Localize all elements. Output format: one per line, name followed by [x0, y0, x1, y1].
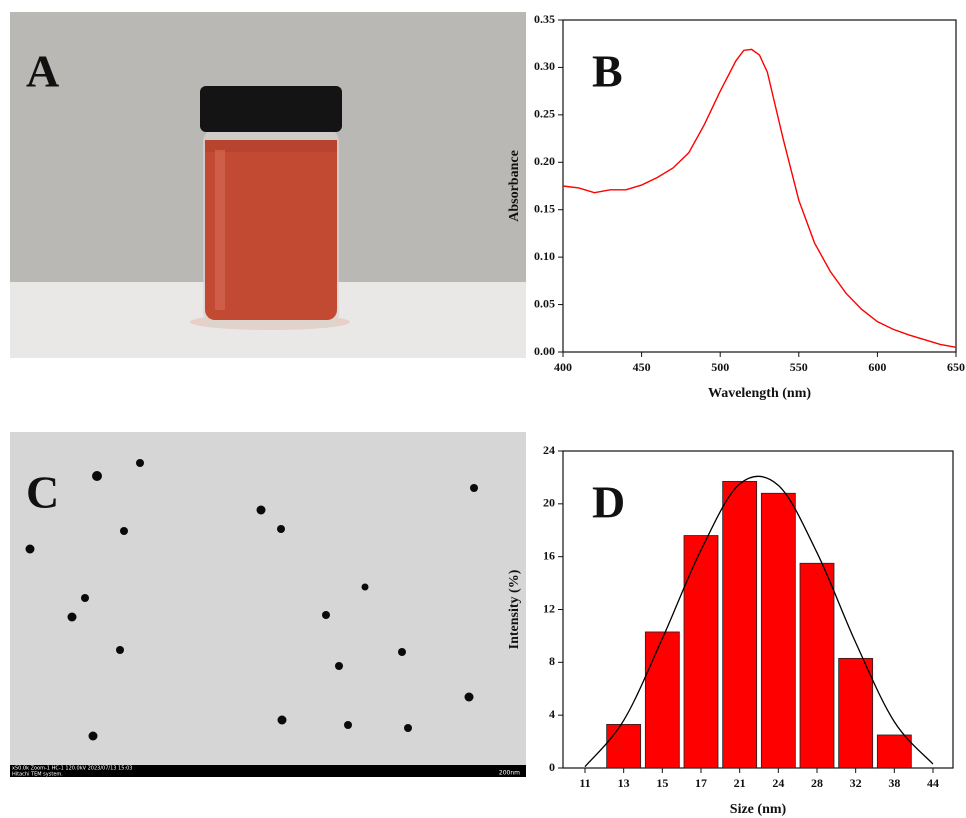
photo-a: A: [10, 12, 526, 358]
x-tick-label: 28: [811, 776, 823, 790]
bar: [606, 724, 642, 769]
scale-label: 200nm: [499, 770, 520, 777]
y-tick-label: 0.05: [534, 296, 555, 310]
x-tick-label: 500: [711, 360, 729, 374]
bar: [644, 631, 680, 769]
y-tick-label: 0.00: [534, 344, 555, 358]
x-tick-label: 400: [554, 360, 572, 374]
x-tick-label: 13: [618, 776, 630, 790]
bar: [683, 535, 719, 769]
bar: [799, 562, 835, 769]
x-tick-label: 600: [868, 360, 886, 374]
y-tick-label: 20: [543, 496, 555, 510]
tem-caption: x50.0k Zoom-1 HC-1 120.0kV 2023/07/13 15…: [12, 766, 132, 772]
x-tick-label: 450: [633, 360, 651, 374]
bar: [876, 734, 912, 769]
x-tick-label: 550: [790, 360, 808, 374]
panel-label: D: [592, 477, 625, 528]
x-tick-label: 44: [927, 776, 939, 790]
y-tick-label: 0.20: [534, 154, 555, 168]
x-axis-title: Wavelength (nm): [708, 386, 811, 401]
y-tick-label: 0.35: [534, 12, 555, 26]
x-axis-title: Size (nm): [730, 802, 787, 817]
x-tick-label: 38: [888, 776, 900, 790]
x-tick-label: 11: [579, 776, 590, 790]
panel-label: C: [26, 467, 59, 518]
y-tick-label: 12: [543, 601, 555, 615]
x-tick-label: 15: [656, 776, 668, 790]
y-axis-title: Absorbance: [507, 150, 522, 222]
y-tick-label: 0.15: [534, 201, 555, 215]
x-tick-label: 32: [850, 776, 862, 790]
x-tick-label: 24: [772, 776, 784, 790]
y-tick-label: 8: [549, 654, 555, 668]
absorbance-line: [562, 48, 957, 348]
panel-label: B: [592, 46, 623, 97]
y-tick-label: 0.25: [534, 107, 555, 121]
x-tick-label: 17: [695, 776, 707, 790]
y-tick-label: 0: [549, 760, 555, 774]
y-tick-label: 4: [549, 707, 555, 721]
bar: [722, 480, 758, 769]
y-tick-label: 0.30: [534, 59, 555, 73]
y-tick-label: 24: [543, 443, 555, 457]
y-tick-label: 16: [543, 548, 555, 562]
x-tick-label: 21: [734, 776, 746, 790]
panel-label: A: [26, 46, 59, 97]
bar: [760, 492, 796, 769]
x-tick-label: 650: [947, 360, 965, 374]
photo-c: x50.0k Zoom-1 HC-1 120.0kV 2023/07/13 15…: [10, 432, 526, 778]
fit-curve: [584, 475, 934, 768]
tem-caption: Hitachi TEM system.: [12, 772, 63, 778]
bar: [838, 657, 874, 769]
y-axis-title: Intensity (%): [507, 569, 522, 649]
y-tick-label: 0.10: [534, 249, 555, 263]
